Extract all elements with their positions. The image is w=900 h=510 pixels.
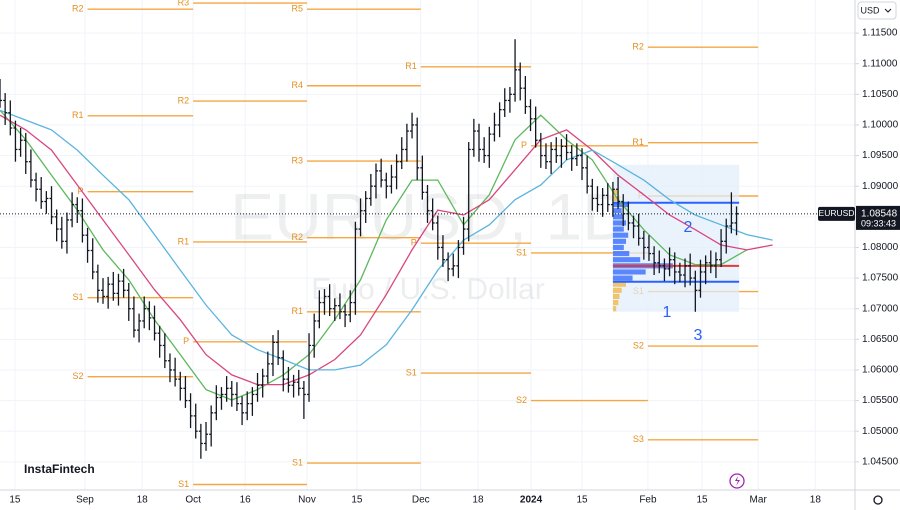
watermark-title: EURUSD, 1D bbox=[230, 179, 630, 253]
y-tick-label: 1.04500 bbox=[862, 456, 899, 467]
volume-profile-bar bbox=[612, 232, 629, 238]
x-tick-label: Feb bbox=[639, 495, 657, 506]
last-price-label: 1.08548 bbox=[861, 209, 898, 220]
y-tick-label: 1.10000 bbox=[862, 120, 899, 131]
x-tick-label: 18 bbox=[472, 495, 484, 506]
pivot-label: S1 bbox=[406, 367, 417, 377]
y-tick-label: 1.05000 bbox=[862, 426, 899, 437]
volume-profile-bar bbox=[612, 189, 618, 195]
pivot-label: S1 bbox=[292, 457, 303, 467]
pivot-label: R2 bbox=[72, 4, 84, 14]
volume-profile-bar bbox=[612, 244, 624, 251]
pivot-label: P bbox=[78, 186, 84, 196]
axes: 1.04500 1.05000 1.05500 1.06000 1.06500 1.070… bbox=[9, 28, 898, 506]
pivot-label: S2 bbox=[516, 395, 527, 405]
volume-profile-bar bbox=[612, 281, 627, 287]
volume-profile-box bbox=[612, 164, 740, 312]
pivot-label: S1 bbox=[178, 479, 189, 489]
y-tick-label: 1.05500 bbox=[862, 395, 899, 406]
pivot-label: S1 bbox=[73, 292, 84, 302]
x-tick-label: 15 bbox=[351, 495, 363, 506]
pivot-label: R2 bbox=[178, 95, 190, 105]
volume-profile-bar bbox=[612, 287, 622, 293]
y-tick-label: 1.09500 bbox=[862, 150, 899, 161]
volume-profile-bar bbox=[612, 208, 622, 214]
y-tick-label: 1.11500 bbox=[862, 28, 898, 39]
pivot-label: P bbox=[183, 336, 189, 346]
volume-profile-bar bbox=[612, 251, 630, 257]
y-tick-label: 1.07500 bbox=[862, 273, 899, 284]
pivot-label: R1 bbox=[72, 110, 84, 120]
moving-average-line bbox=[0, 109, 773, 371]
pivot-label: R2 bbox=[632, 42, 644, 52]
pivot-label: R1 bbox=[291, 306, 303, 316]
x-tick-label: 18 bbox=[137, 495, 149, 506]
annotation: 1 bbox=[663, 304, 672, 321]
currency-caret bbox=[884, 8, 892, 13]
countdown: 09:33:43 bbox=[861, 218, 896, 228]
volume-profile-bar bbox=[612, 195, 620, 202]
pivot-label: R3 bbox=[178, 0, 190, 7]
pivot-label: R4 bbox=[291, 80, 303, 90]
volume-profile-bar bbox=[612, 226, 624, 232]
lightning-bolt bbox=[735, 476, 740, 486]
symbol-tag bbox=[818, 206, 855, 221]
pivot-label: R1 bbox=[178, 236, 190, 246]
x-tick-label: 15 bbox=[576, 495, 588, 506]
y-tick-label: 1.07000 bbox=[862, 303, 899, 314]
pivot-label: R3 bbox=[291, 155, 303, 165]
volume-profile-bar bbox=[612, 306, 617, 312]
price-tag bbox=[856, 205, 900, 230]
y-tick-label: 1.06500 bbox=[862, 334, 899, 345]
x-tick-label: 2024 bbox=[520, 495, 543, 506]
pivot-label: R2 bbox=[291, 232, 303, 242]
y-tick-label: 1.09000 bbox=[862, 181, 899, 192]
pivot-label: R1 bbox=[632, 137, 644, 147]
volume-profile-bar bbox=[612, 202, 629, 208]
volume-profile-bar bbox=[612, 238, 627, 244]
moving-average-line bbox=[0, 109, 748, 401]
currency: USD bbox=[860, 5, 880, 15]
lightning-icon[interactable] bbox=[729, 473, 745, 489]
x-tick-label: Sep bbox=[76, 495, 94, 506]
pivot-label: S2 bbox=[73, 371, 84, 381]
volume-profile-bar bbox=[612, 220, 627, 226]
volume-profile-bar bbox=[612, 257, 641, 263]
symbol-label: EURUSD bbox=[819, 208, 855, 218]
y-tick-label: 1.06000 bbox=[862, 365, 899, 376]
y-tick-label: 1.10500 bbox=[862, 89, 899, 100]
volume-profile-bar bbox=[612, 275, 633, 281]
y-tick-label: 1.11000 bbox=[862, 58, 898, 69]
volume-profile-bar bbox=[612, 214, 624, 220]
x-tick-label: 18 bbox=[810, 495, 822, 506]
pivot-label: P bbox=[521, 140, 527, 150]
x-tick-label: 16 bbox=[240, 495, 252, 506]
x-tick-label: Oct bbox=[185, 495, 201, 506]
annotation: 2 bbox=[684, 219, 693, 236]
x-tick-label: Dec bbox=[412, 495, 430, 506]
pivot-label: P bbox=[411, 238, 417, 248]
logo: InstaFintech bbox=[24, 462, 95, 476]
plot: R2 R1 P S1 S2 R3 R2 R1 P S1 R5 R4 R3 R2 R1 S1 R1 P S1 P S1 S2… bbox=[0, 0, 773, 489]
pivot-label: S3 bbox=[633, 434, 644, 444]
x-tick-label: 15 bbox=[696, 495, 708, 506]
volume-profile-bar bbox=[612, 293, 620, 300]
pivot-label: R1 bbox=[405, 61, 417, 71]
currency-box[interactable] bbox=[857, 1, 897, 20]
pivot-label: S2 bbox=[633, 340, 644, 350]
x-tick-label: 15 bbox=[9, 495, 21, 506]
pivot-label: R5 bbox=[291, 4, 303, 14]
pivot-label: S1 bbox=[516, 247, 527, 257]
settings-icon[interactable] bbox=[873, 495, 883, 505]
volume-profile-bar bbox=[612, 300, 619, 306]
volume-profile-bar bbox=[612, 269, 646, 275]
y-tick-label: 1.08000 bbox=[862, 242, 899, 253]
x-tick-label: Mar bbox=[750, 495, 768, 506]
x-tick-label: Nov bbox=[298, 495, 316, 506]
annotation: 3 bbox=[694, 327, 703, 344]
moving-average-line bbox=[0, 114, 773, 386]
